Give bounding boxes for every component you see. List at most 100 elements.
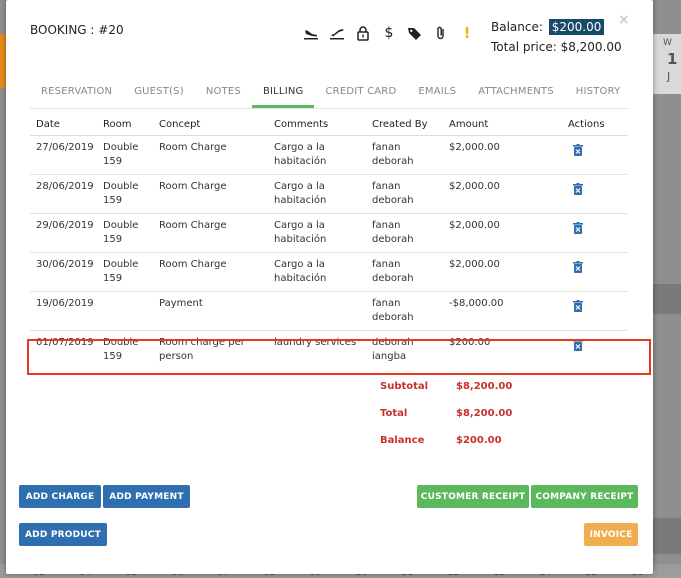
header-created-by: Created By <box>372 119 428 130</box>
cell-date: 29/06/2019 <box>36 220 94 231</box>
cell-room: Double 159 <box>103 337 139 362</box>
booking-modal: BOOKING : #20 $ ! Balance: $200.00 Total… <box>6 0 653 574</box>
billing-table: Date Room Concept Comments Created By Am… <box>30 112 628 370</box>
cell-date: 01/07/2019 <box>36 337 94 348</box>
tab-reservation[interactable]: RESERVATION <box>41 86 113 97</box>
total-value: $8,200.00 <box>456 408 513 419</box>
tab-billing[interactable]: BILLING <box>251 80 315 108</box>
cell-concept: Room Charge <box>159 181 227 192</box>
calendar-column-header: W 1 J <box>653 34 681 94</box>
header-comments: Comments <box>274 119 329 130</box>
delete-icon[interactable] <box>573 222 583 234</box>
tab-guest-s[interactable]: GUEST(S) <box>134 86 184 97</box>
delete-icon[interactable] <box>573 300 583 312</box>
header-date: Date <box>36 119 60 130</box>
cell-amount: $2,000.00 <box>449 142 500 153</box>
balance-badge: $200.00 <box>548 19 605 35</box>
lock-icon[interactable] <box>354 24 372 42</box>
balance-summary-label: Balance <box>380 435 425 446</box>
subtotal-label: Subtotal <box>380 381 429 392</box>
cell-created-by: fanan deborah <box>372 181 414 206</box>
cell-amount: $2,000.00 <box>449 259 500 270</box>
customer-receipt-button[interactable]: CUSTOMER RECEIPT <box>417 485 529 508</box>
tab-credit-card[interactable]: CREDIT CARD <box>325 86 397 97</box>
calendar-row-band <box>653 284 681 314</box>
cell-date: 19/06/2019 <box>36 298 94 309</box>
invoice-button[interactable]: INVOICE <box>584 523 638 546</box>
total-label: Total <box>380 408 408 419</box>
cell-amount: $2,000.00 <box>449 181 500 192</box>
cell-created-by: fanan deborah <box>372 220 414 245</box>
close-button[interactable]: × <box>618 12 630 28</box>
table-row: 28/06/2019 Double 159 Room Charge Cargo a l… <box>30 175 628 214</box>
add-charge-button[interactable]: ADD CHARGE <box>19 485 101 508</box>
calendar-row-band <box>653 518 681 554</box>
delete-icon[interactable] <box>573 144 583 156</box>
cell-concept: Room Charge <box>159 220 227 231</box>
dollar-icon[interactable]: $ <box>384 25 394 41</box>
header-concept: Concept <box>159 119 201 130</box>
cell-date: 28/06/2019 <box>36 181 94 192</box>
tab-history[interactable]: HISTORY <box>575 86 621 97</box>
plane-departure-icon[interactable] <box>328 24 346 42</box>
subtotal-value: $8,200.00 <box>456 381 513 392</box>
cell-amount: $2,000.00 <box>449 220 500 231</box>
cell-date: 27/06/2019 <box>36 142 94 153</box>
cell-comments: Cargo a la habitación <box>274 259 327 284</box>
calendar-background-accent <box>0 34 6 88</box>
tags-icon[interactable] <box>406 24 424 42</box>
table-row: 30/06/2019 Double 159 Room Charge Cargo a l… <box>30 253 628 292</box>
table-row: 01/07/2019 Double 159 Room charge per pers… <box>30 331 628 370</box>
paperclip-icon[interactable] <box>432 24 450 42</box>
cell-comments: laundry services <box>274 337 357 348</box>
cell-amount: -$8,000.00 <box>449 298 504 309</box>
cell-comments: Cargo a la habitación <box>274 220 327 245</box>
cell-concept: Room Charge <box>159 259 227 270</box>
tabs-divider <box>30 108 628 109</box>
plane-arrival-icon[interactable] <box>302 24 320 42</box>
booking-title: BOOKING : #20 <box>30 23 124 37</box>
delete-icon[interactable] <box>573 261 583 273</box>
highlighted-row-outline <box>27 339 651 375</box>
table-row: 29/06/2019 Double 159 Room Charge Cargo a l… <box>30 214 628 253</box>
cell-concept: Room Charge <box>159 142 227 153</box>
cell-created-by: deborah iangba <box>372 337 414 362</box>
balance-summary-value: $200.00 <box>456 435 502 446</box>
total-price: Total price: $8,200.00 <box>491 40 622 54</box>
table-row: 27/06/2019 Double 159 Room Charge Cargo a l… <box>30 136 628 175</box>
cell-room: Double 159 <box>103 259 139 284</box>
booking-tabs: RESERVATION GUEST(S) NOTES BILLING CREDIT CA… <box>30 80 631 108</box>
calendar-day-number: 1 <box>667 50 678 68</box>
warning-icon[interactable]: ! <box>463 24 471 42</box>
cell-amount: $200.00 <box>449 337 491 348</box>
cell-room: Double 159 <box>103 220 139 245</box>
calendar-weekday: W <box>663 38 672 48</box>
cell-room: Double 159 <box>103 142 139 167</box>
header-room: Room <box>103 119 132 130</box>
table-row: 19/06/2019 Payment fanan deborah -$8,000.00 <box>30 292 628 331</box>
delete-icon[interactable] <box>573 183 583 195</box>
table-body: 27/06/2019 Double 159 Room Charge Cargo a l… <box>30 136 628 370</box>
header-actions: Actions <box>568 119 605 130</box>
cell-comments: Cargo a la habitación <box>274 181 327 206</box>
cell-comments: Cargo a la habitación <box>274 142 327 167</box>
balance-label: Balance: <box>491 20 543 34</box>
cell-created-by: fanan deborah <box>372 259 414 284</box>
booking-toolbar: $ ! <box>302 24 476 42</box>
table-header: Date Room Concept Comments Created By Am… <box>30 112 628 136</box>
balance-line: Balance: $200.00 <box>491 19 605 35</box>
cell-concept: Payment <box>159 298 203 309</box>
add-product-button[interactable]: ADD PRODUCT <box>19 523 107 546</box>
cell-created-by: fanan deborah <box>372 298 414 323</box>
tab-attachments[interactable]: ATTACHMENTS <box>478 86 554 97</box>
header-amount: Amount <box>449 119 489 130</box>
cell-date: 30/06/2019 <box>36 259 94 270</box>
cell-concept: Room charge per person <box>159 337 245 362</box>
add-payment-button[interactable]: ADD PAYMENT <box>103 485 190 508</box>
tab-emails[interactable]: EMAILS <box>418 86 457 97</box>
calendar-month: J <box>667 70 671 83</box>
tab-notes[interactable]: NOTES <box>205 86 241 97</box>
company-receipt-button[interactable]: COMPANY RECEIPT <box>531 485 638 508</box>
cell-room: Double 159 <box>103 181 139 206</box>
cell-created-by: fanan deborah <box>372 142 414 167</box>
